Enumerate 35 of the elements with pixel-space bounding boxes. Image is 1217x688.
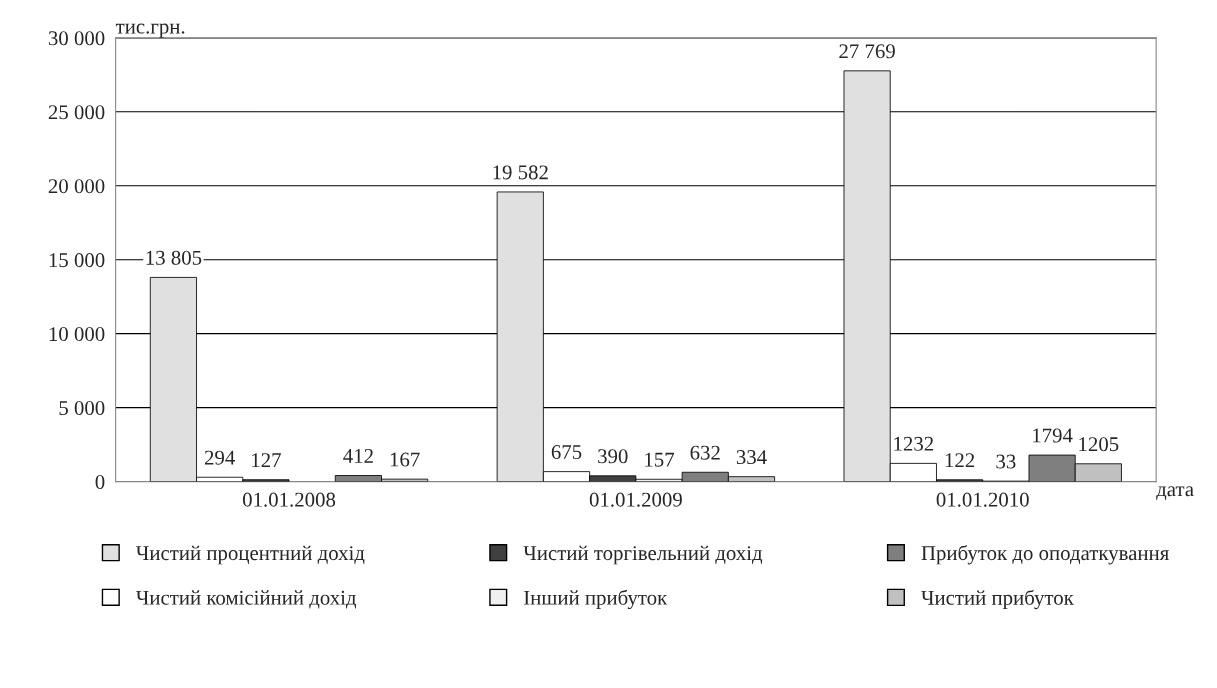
y-tick-label: 0: [95, 474, 105, 490]
data-label: 334: [736, 450, 767, 465]
legend-label: Чистий комісійний дохід: [136, 590, 357, 609]
data-label: 1232: [894, 436, 934, 451]
data-label: 157: [645, 452, 675, 467]
data-label: 390: [598, 449, 628, 464]
data-label: 122: [945, 453, 975, 468]
y-tick-label: 30 000: [48, 31, 105, 46]
data-label: 167: [390, 452, 420, 467]
x-tick-label: 01.01.2009: [589, 492, 682, 507]
data-label: 127: [252, 453, 281, 467]
y-tick-label: 25 000: [48, 105, 105, 120]
data-label: 13 805: [146, 250, 202, 265]
y-tick-label: 10 000: [49, 327, 105, 342]
y-axis-title: тис.грн.: [115, 23, 185, 38]
legend-label: Прибуток до оподаткування: [921, 545, 1169, 565]
data-label: 1794: [1033, 428, 1073, 443]
legend-label: Чистий процентний дохід: [136, 545, 365, 565]
legend-label: Інший прибуток: [524, 589, 668, 610]
data-label: 412: [343, 448, 373, 463]
x-tick-label: 01.01.2008: [242, 492, 336, 507]
data-label: 675: [551, 445, 582, 460]
data-label: 294: [204, 450, 235, 465]
data-label: 27 769: [839, 44, 895, 59]
data-label: 33: [996, 454, 1016, 469]
legend-label: Чистий прибуток: [921, 589, 1074, 610]
x-axis-title: дата: [1156, 486, 1194, 501]
data-label: 632: [690, 445, 720, 460]
data-label: 19 582: [493, 165, 548, 180]
y-tick-label: 5 000: [59, 401, 105, 416]
legend-label: Чистий торгівельний дохід: [523, 545, 763, 565]
y-tick-label: 15 000: [49, 253, 105, 268]
y-tick-label: 20 000: [48, 179, 105, 194]
data-label: 1205: [1079, 437, 1119, 452]
x-tick-label: 01.01.2010: [936, 492, 1029, 507]
